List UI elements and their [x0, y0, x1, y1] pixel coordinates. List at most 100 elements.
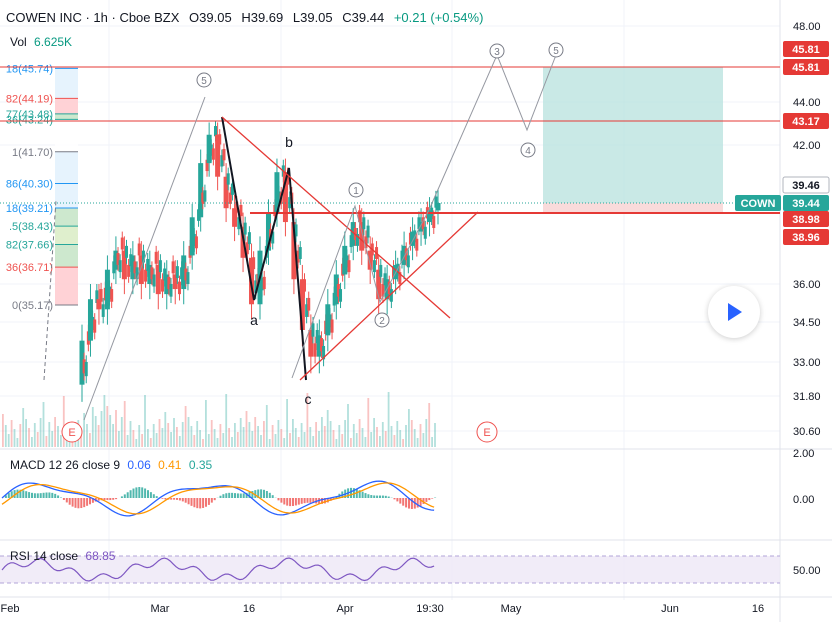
candle-body — [133, 261, 137, 274]
volume-bar — [123, 401, 126, 447]
macd-histogram-bar — [260, 489, 263, 498]
interval[interactable]: 1h — [93, 10, 108, 25]
macd-histogram-bar — [245, 492, 248, 498]
candle-body — [404, 248, 408, 261]
volume-bar — [155, 433, 158, 447]
candle-body — [308, 330, 314, 357]
volume-label: Vol — [10, 35, 27, 49]
volume-bar — [271, 425, 274, 447]
candle-body — [254, 280, 258, 293]
candle-body — [93, 319, 97, 333]
wave-label: 4 — [525, 146, 531, 157]
volume-bar — [405, 425, 407, 447]
volume-bar — [19, 424, 22, 447]
chart-header: COWEN INC · 1h · Cboe BZX O39.05 H39.69 … — [6, 10, 484, 25]
macd-histogram-bar — [54, 493, 57, 498]
macd-histogram-bar — [123, 494, 126, 498]
volume-legend[interactable]: Vol 6.625K — [10, 35, 72, 49]
candle-body — [175, 266, 179, 279]
candle-body — [262, 276, 266, 290]
volume-bar — [219, 424, 222, 447]
macd-histogram-bar — [239, 493, 242, 498]
candle-body — [358, 210, 362, 223]
time-tick: Feb — [1, 603, 20, 615]
volume-bar — [48, 422, 51, 447]
volume-bar — [312, 436, 315, 447]
macd-histogram-bar — [51, 492, 54, 498]
macd-histogram-bar — [57, 495, 60, 498]
macd-histogram-bar — [376, 495, 379, 498]
macd-histogram-bar — [321, 498, 323, 504]
price-label: 39.46 — [792, 180, 820, 192]
macd-histogram-bar — [164, 498, 167, 500]
volume-bar — [205, 400, 207, 447]
volume-bar — [413, 429, 416, 447]
volume-bar — [300, 423, 303, 447]
volume-bar — [390, 426, 393, 447]
macd-histogram-bar — [364, 493, 367, 498]
wave-marker — [348, 182, 364, 198]
macd-legend[interactable]: MACD 12 26 close 9 0.06 0.41 0.35 — [10, 458, 212, 472]
macd-histogram-bar — [48, 492, 51, 498]
volume-bar — [379, 436, 381, 447]
price-tick: 30.60 — [793, 426, 821, 438]
macd-histogram-bar — [419, 498, 422, 506]
macd-histogram-bar — [13, 490, 16, 498]
candle-body — [110, 289, 114, 302]
macd-histogram-bar — [297, 498, 300, 505]
macd-tick: 0.00 — [793, 494, 814, 506]
macd-histogram-bar — [141, 487, 144, 498]
rsi-legend[interactable]: RSI 14 close 68.85 — [10, 549, 115, 563]
replay-play-button[interactable] — [708, 286, 760, 338]
candle-body — [379, 264, 383, 277]
macd-histogram-bar — [294, 498, 297, 506]
candle-body — [345, 255, 349, 268]
candle-body — [138, 255, 144, 284]
candle-body — [423, 226, 427, 239]
candle-body — [333, 274, 339, 305]
candle-body — [135, 267, 139, 280]
price-axis[interactable]: 48.00 44.00 42.00 36.00 34.50 33.00 31.80 30.60… — [735, 21, 830, 577]
volume-bar — [33, 423, 36, 447]
volume-bar — [94, 416, 97, 447]
candle-body — [203, 190, 207, 202]
candle-body — [127, 264, 131, 277]
macd-histogram-bar — [402, 498, 405, 506]
macd-histogram-bar — [425, 498, 428, 502]
candle-body — [118, 260, 122, 273]
volume-bar — [57, 426, 59, 447]
macd-histogram-bar — [431, 498, 434, 499]
macd-label: MACD 12 26 close 9 — [10, 458, 121, 472]
macd-histogram-bar — [210, 498, 213, 503]
ohlc-open: O39.05 — [189, 10, 232, 25]
candle-body — [286, 173, 290, 185]
time-axis[interactable]: Feb Mar 16 Apr 19:30 May Jun 16 — [1, 603, 765, 615]
volume-bar — [135, 439, 138, 447]
volume-bar — [86, 424, 88, 447]
symbol-name[interactable]: COWEN INC — [6, 10, 82, 25]
macd-histogram-bar — [25, 491, 28, 498]
candle-body — [282, 172, 288, 223]
time-tick: May — [501, 603, 522, 615]
macd-hist-value: 0.35 — [188, 458, 213, 472]
fib-label: 82(37.66) — [6, 239, 53, 251]
candle-body — [82, 359, 86, 374]
candle-body — [291, 222, 297, 280]
candle-body — [150, 267, 154, 280]
candle-body — [116, 253, 120, 265]
volume-bar — [141, 434, 143, 447]
candle-body — [247, 232, 251, 245]
macd-histogram-bar — [373, 495, 376, 498]
ohlc-low: L39.05 — [292, 10, 333, 25]
macd-histogram-bar — [173, 498, 176, 500]
rsi-value: 68.85 — [85, 549, 116, 563]
macd-histogram-bar — [65, 498, 68, 503]
wave-label: 1 — [353, 186, 359, 197]
candle-body — [194, 236, 198, 249]
price-label: 39.44 — [792, 198, 820, 210]
rsi-band — [0, 556, 780, 583]
macd-histogram-bar — [254, 490, 257, 498]
candle-body — [362, 217, 366, 230]
volume-bar — [202, 439, 204, 447]
time-tick: 16 — [752, 603, 764, 615]
